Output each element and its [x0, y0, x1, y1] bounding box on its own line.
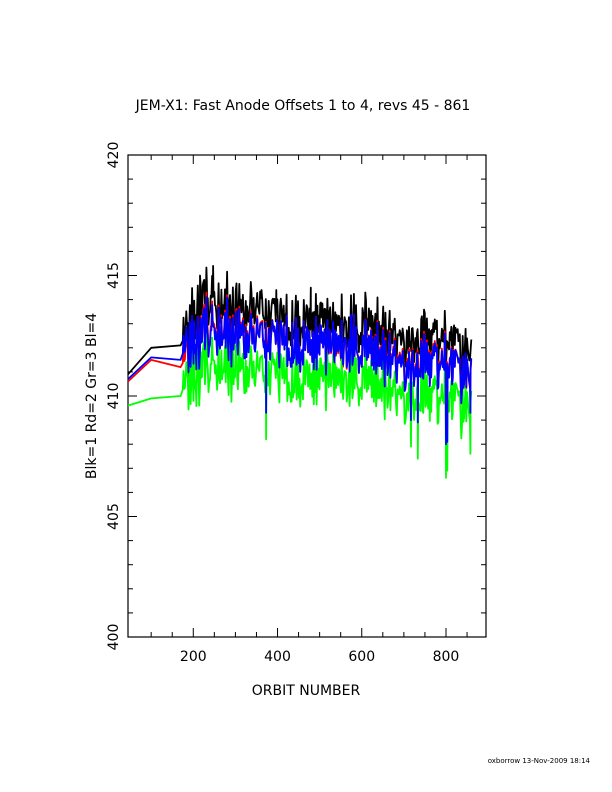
- x-tick-label: 800: [433, 649, 460, 665]
- plot-axes: 200 400 600 800 400 405 410 415 420: [106, 142, 487, 665]
- x-axis-label: ORBIT NUMBER: [252, 683, 361, 699]
- x-tick-label: 600: [348, 649, 375, 665]
- y-tick-label: 400: [106, 624, 122, 651]
- y-tick-label: 415: [106, 262, 122, 289]
- y-axis-label: Blk=1 Rd=2 Gr=3 Bl=4: [84, 313, 100, 479]
- footer-credit: oxborrow 13-Nov-2009 18:14: [487, 757, 590, 765]
- series-blue-line: [127, 296, 473, 446]
- chart-title: JEM-X1: Fast Anode Offsets 1 to 4, revs …: [135, 98, 471, 114]
- x-tick-label: 400: [264, 649, 291, 665]
- series-group: [127, 265, 473, 479]
- y-tick-label: 405: [106, 503, 122, 530]
- y-tick-label: 410: [106, 383, 122, 410]
- x-tick-label: 200: [180, 649, 207, 665]
- y-tick-label: 420: [106, 142, 122, 169]
